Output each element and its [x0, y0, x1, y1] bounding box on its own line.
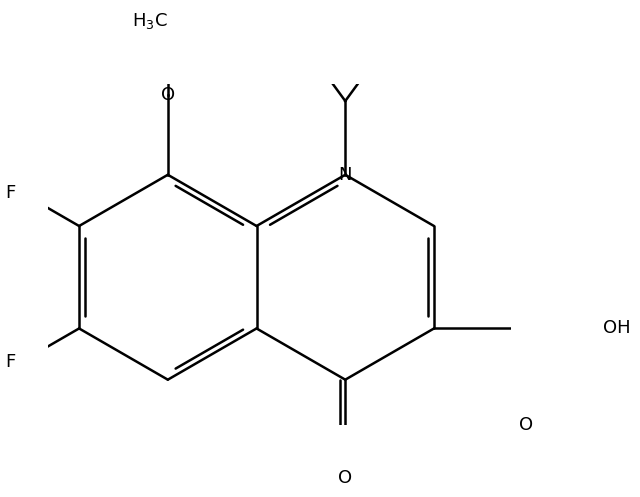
Text: N: N: [339, 166, 352, 184]
Text: O: O: [519, 416, 533, 434]
Text: $\mathregular{H_3C}$: $\mathregular{H_3C}$: [132, 11, 168, 31]
Text: F: F: [5, 184, 15, 202]
Text: O: O: [338, 469, 353, 487]
Text: O: O: [161, 86, 175, 104]
Text: F: F: [5, 353, 15, 371]
Text: OH: OH: [603, 320, 630, 337]
